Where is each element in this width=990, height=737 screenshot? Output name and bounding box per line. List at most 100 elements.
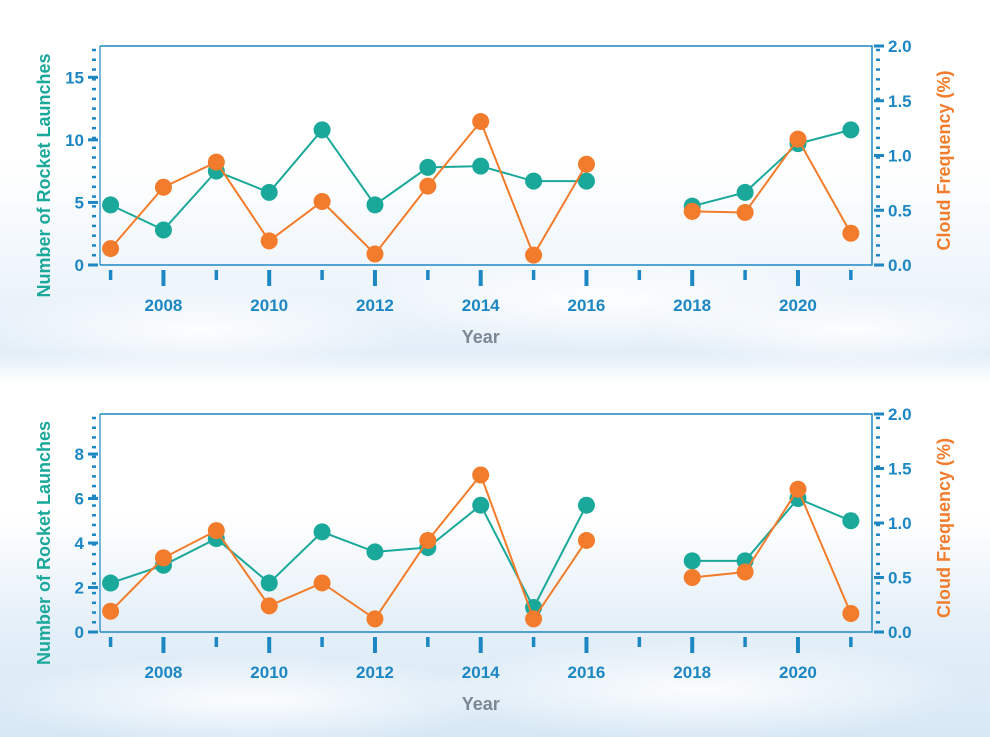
data-point (102, 196, 120, 214)
series-line (109, 119, 588, 258)
series-line (692, 137, 852, 234)
x-tick-label: 2010 (250, 296, 288, 315)
right-tick-label: 1.0 (888, 514, 912, 533)
x-tick-label: 2020 (779, 296, 817, 315)
data-point (102, 574, 120, 592)
data-point (366, 245, 384, 263)
data-point (842, 512, 860, 530)
x-tick-label: 2010 (250, 663, 288, 682)
data-point (789, 480, 807, 498)
data-point (577, 155, 595, 173)
data-point (313, 192, 331, 210)
launches-series (102, 490, 860, 617)
data-point (472, 466, 490, 484)
data-point (789, 130, 807, 148)
data-point (683, 552, 701, 570)
right-axis-minor-ticks (876, 48, 880, 267)
data-point (472, 113, 490, 131)
left-axis-title: Number of Rocket Launches (34, 53, 54, 297)
x-tick-label: 2018 (673, 663, 711, 682)
left-tick-label: 0 (75, 623, 84, 642)
x-axis-title: Year (462, 327, 500, 347)
left-tick-label: 8 (75, 445, 84, 464)
x-tick-label: 2008 (145, 663, 183, 682)
left-tick-label: 6 (75, 490, 84, 509)
right-tick-label: 0.0 (888, 256, 912, 275)
x-tick-label: 2018 (673, 296, 711, 315)
data-point (842, 224, 860, 242)
data-point (154, 221, 172, 239)
data-point (683, 569, 701, 586)
series-line (109, 473, 588, 622)
data-point (525, 172, 543, 190)
left-tick-label: 4 (75, 534, 85, 553)
data-point (419, 531, 437, 549)
left-tick-label: 15 (65, 68, 84, 87)
data-point (736, 203, 754, 221)
data-point (842, 121, 860, 139)
data-point (736, 563, 754, 581)
left-tick-label: 5 (75, 193, 84, 212)
chart-panel-bottom: 0 2 4 6 8 0.0 0.5 1.0 1.5 2.0 2008 2010 2012 2014 2016… (34, 405, 954, 714)
data-point (577, 531, 595, 549)
data-point (472, 496, 490, 514)
data-point (472, 157, 490, 175)
left-axis-minor-ticks (92, 48, 96, 267)
data-point (260, 183, 278, 201)
chart-panel-top: 0 5 10 15 0.0 0.5 1.0 1.5 2.0 2008 2010 2012 2014 201… (34, 37, 954, 347)
cloud-frequency-series (102, 113, 860, 264)
right-tick-label: 2.0 (888, 405, 912, 424)
data-point (366, 610, 384, 628)
data-point (577, 172, 595, 190)
data-point (842, 604, 860, 622)
right-tick-label: 1.5 (888, 92, 912, 111)
x-tick-label: 2008 (145, 296, 183, 315)
data-point (102, 240, 120, 258)
data-point (102, 602, 120, 620)
series-line (110, 128, 587, 232)
right-axis-title: Cloud Frequency (%) (934, 70, 954, 250)
data-point (154, 178, 172, 196)
right-tick-label: 0.0 (888, 623, 912, 642)
data-point (577, 496, 595, 514)
x-tick-label: 2016 (568, 663, 606, 682)
right-tick-label: 0.5 (888, 569, 912, 588)
left-tick-label: 0 (75, 256, 84, 275)
x-axis-title: Year (462, 694, 500, 714)
x-tick-label: 2020 (779, 663, 817, 682)
right-axis-minor-ticks (876, 416, 880, 634)
data-point (736, 183, 754, 201)
cloud-frequency-series (102, 466, 860, 628)
x-tick-label: 2016 (568, 296, 606, 315)
data-point (525, 610, 543, 628)
plot-frame (100, 413, 873, 633)
data-point (207, 153, 225, 171)
x-tick-label: 2012 (356, 296, 394, 315)
left-axis-title: Number of Rocket Launches (34, 421, 54, 665)
right-axis-title: Cloud Frequency (%) (934, 438, 954, 618)
data-point (260, 574, 278, 592)
data-point (525, 246, 543, 264)
left-tick-label: 10 (65, 131, 84, 150)
right-tick-label: 2.0 (888, 37, 912, 56)
series-line (691, 128, 852, 208)
data-point (207, 522, 225, 540)
left-axis-minor-ticks (92, 416, 96, 634)
data-point (260, 232, 278, 250)
x-tick-label: 2014 (462, 663, 500, 682)
data-point (366, 196, 384, 214)
plot-frame (100, 45, 873, 266)
right-tick-label: 1.0 (888, 147, 912, 166)
x-tick-label: 2012 (356, 663, 394, 682)
data-point (313, 574, 331, 592)
data-point (419, 177, 437, 195)
series-line (110, 503, 588, 610)
x-tick-label: 2014 (462, 296, 500, 315)
right-tick-label: 0.5 (888, 201, 912, 220)
right-tick-label: 1.5 (888, 460, 912, 479)
data-point (260, 597, 278, 615)
data-point (419, 158, 437, 176)
data-point (313, 523, 331, 541)
series-line (692, 487, 852, 614)
